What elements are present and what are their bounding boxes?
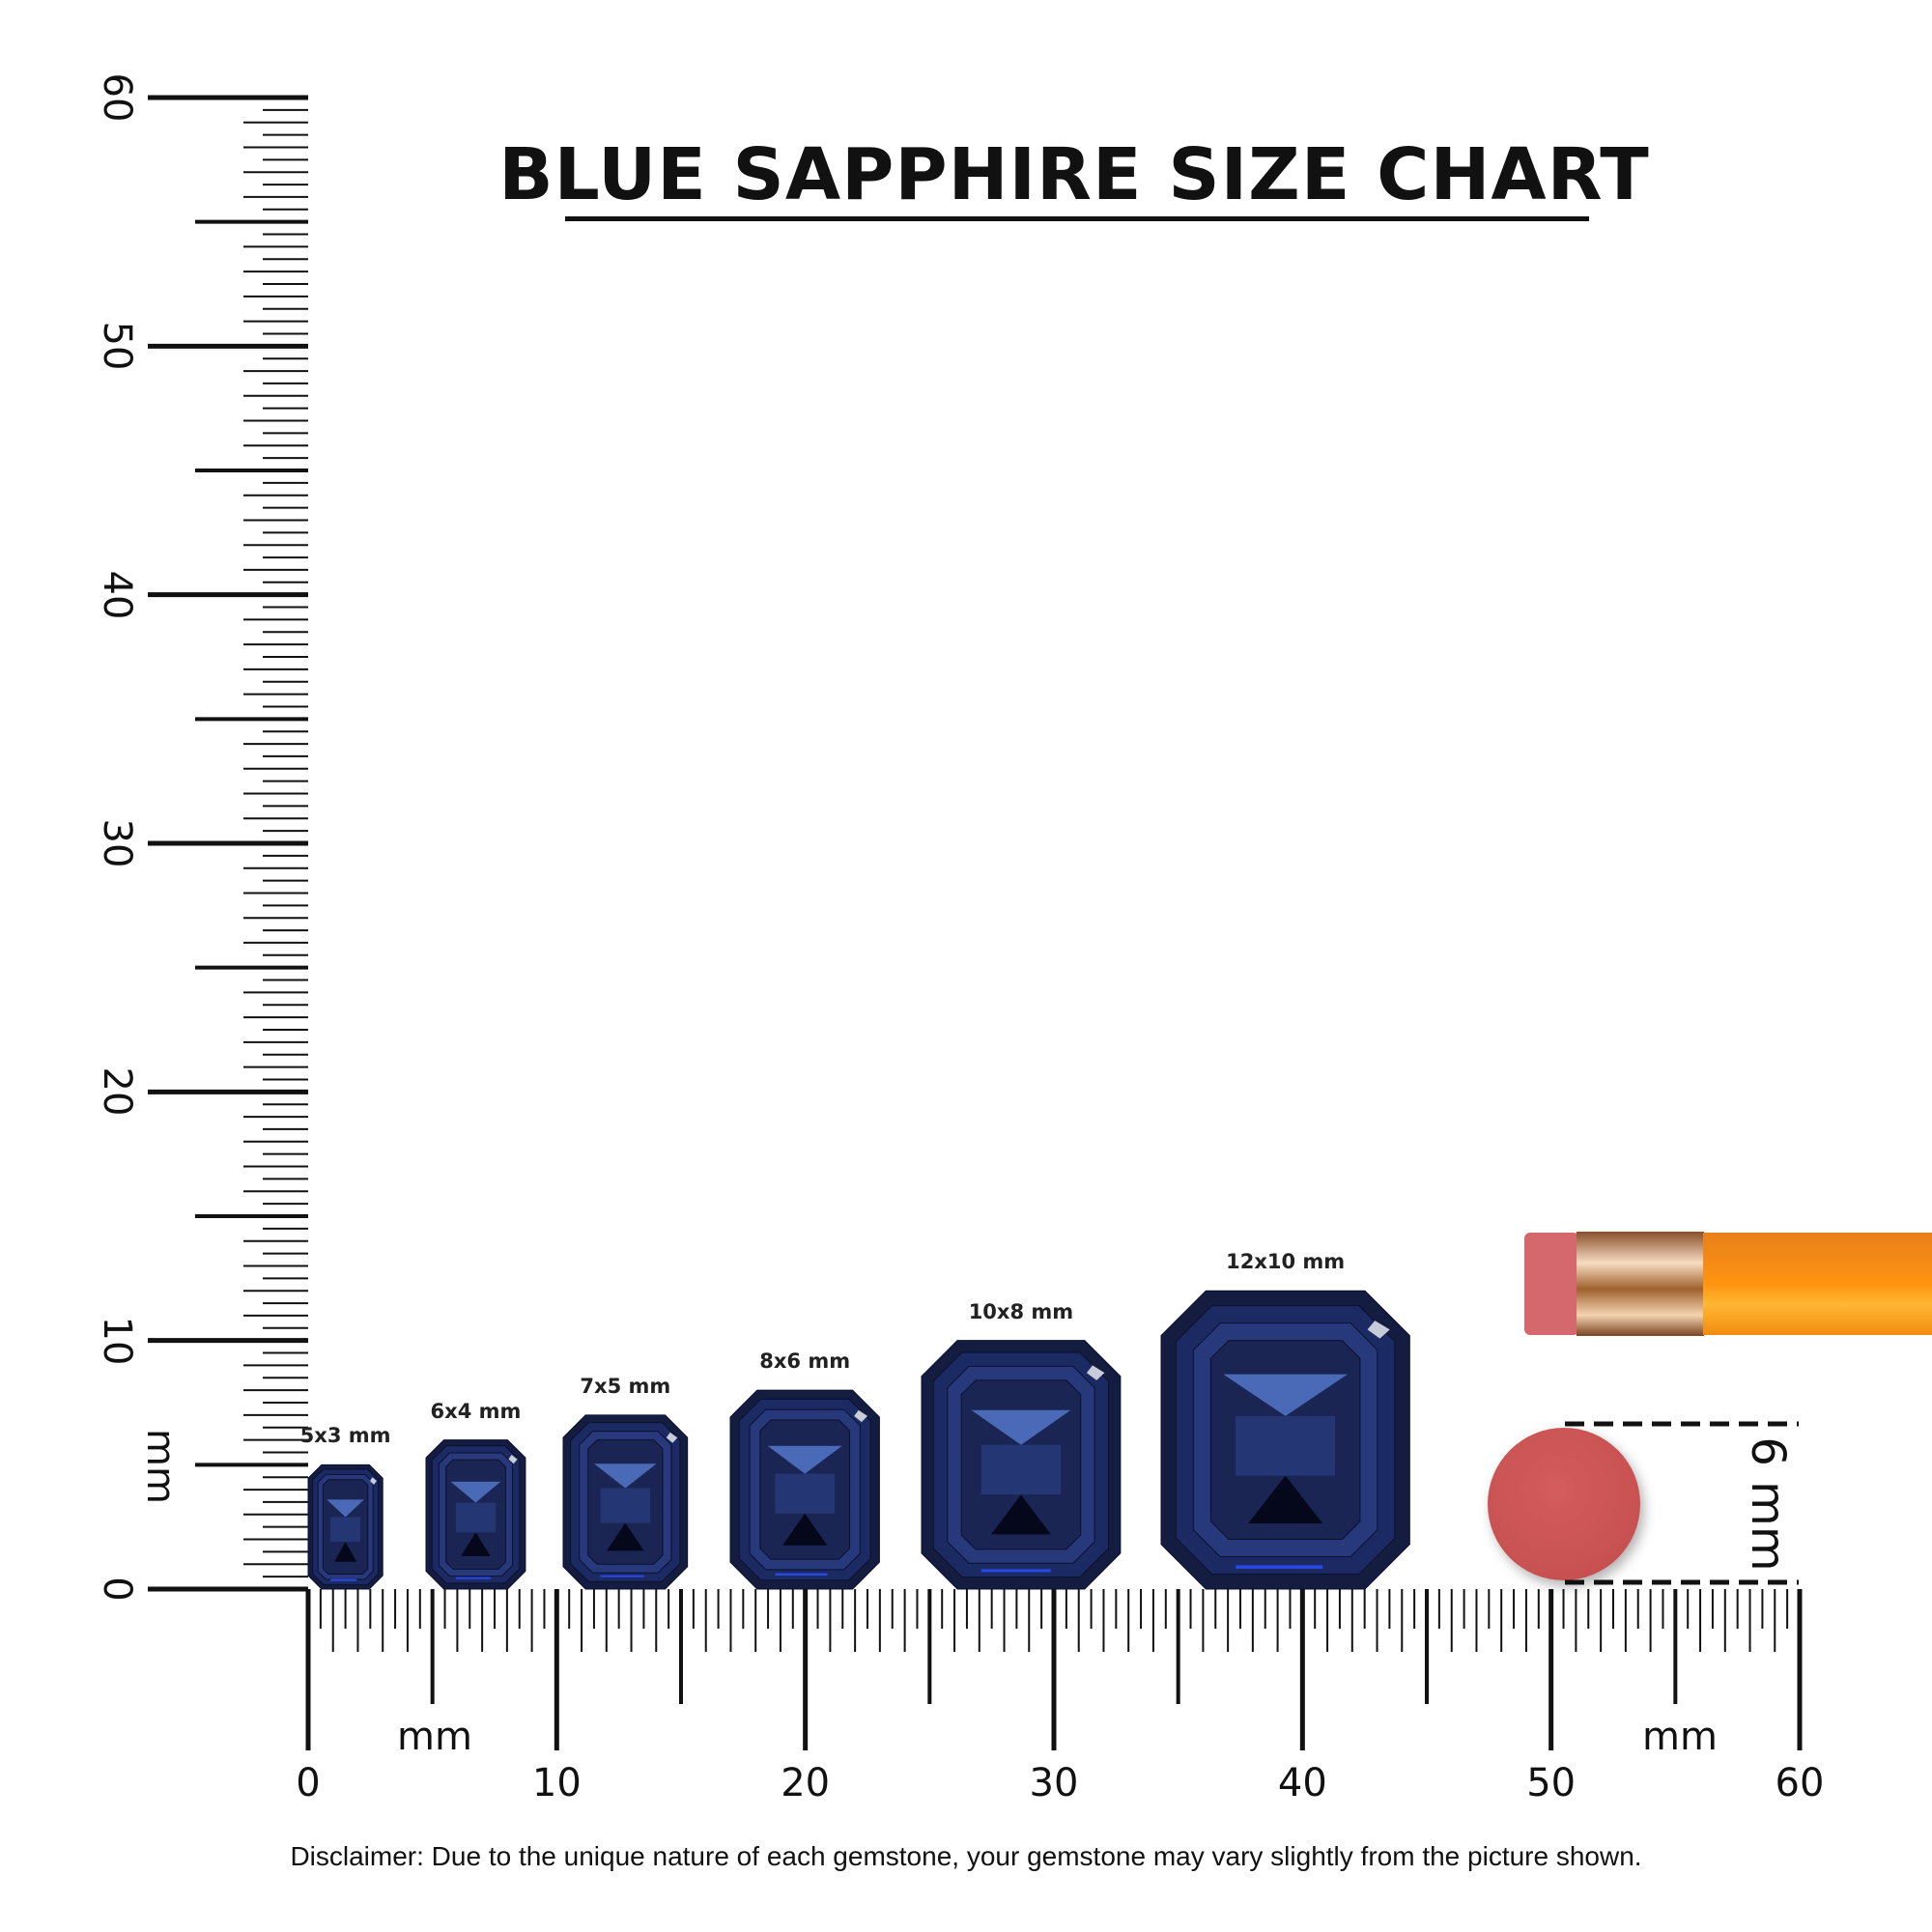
pencil-body: [1703, 1233, 1932, 1335]
page-title: BLUE SAPPHIRE SIZE CHART: [498, 133, 1650, 216]
vertical-tick-label: 0: [95, 1577, 139, 1602]
horizontal-tick-label: 0: [296, 1761, 321, 1805]
gem-size-label: 10x8 mm: [968, 1299, 1074, 1323]
gem-highlight: [1367, 1321, 1390, 1339]
gem-size-label: 12x10 mm: [1226, 1250, 1346, 1274]
vertical-tick-label: 20: [95, 1066, 139, 1117]
gem-size-label: 8x6 mm: [759, 1350, 851, 1374]
gem-size-label: 7x5 mm: [580, 1374, 671, 1398]
disclaimer: Disclaimer: Due to the unique nature of …: [290, 1841, 1642, 1871]
pencil-eraser: [1524, 1233, 1579, 1335]
gem-7x5mm: [562, 1414, 689, 1590]
gem-8x6mm: [729, 1389, 880, 1590]
gem-highlight: [666, 1432, 678, 1443]
vertical-tick-label: 10: [95, 1316, 139, 1366]
horizontal-tick-label: 50: [1526, 1761, 1577, 1805]
vertical-tick-label: 50: [95, 321, 139, 371]
vertical-tick-label: 40: [95, 570, 139, 620]
gem-size-label: 6x4 mm: [430, 1399, 522, 1423]
gem-10x8mm: [921, 1340, 1122, 1590]
vertical-tick-label: 30: [95, 818, 139, 868]
horizontal-tick-label: 60: [1775, 1761, 1825, 1805]
gem-highlight: [1086, 1365, 1105, 1380]
horizontal-tick-label: 20: [781, 1761, 831, 1805]
vertical-unit-label: mm: [138, 1429, 183, 1504]
horizontal-tick-label: 30: [1029, 1761, 1079, 1805]
gem-group: [307, 1290, 1410, 1590]
horizontal-tick-label: 40: [1277, 1761, 1327, 1805]
horizontal-ruler: [148, 1586, 1803, 1750]
title-underline: [565, 216, 1589, 221]
gem-12x10mm: [1160, 1290, 1410, 1590]
pencil-ferrule: [1577, 1232, 1704, 1336]
vertical-tick-label: 60: [95, 72, 139, 123]
gem-6x4mm: [425, 1439, 526, 1590]
gem-highlight: [370, 1477, 378, 1485]
eraser-size-label: 6 mm: [1741, 1436, 1795, 1572]
gem-highlight: [854, 1409, 868, 1423]
vertical-ruler: [148, 95, 308, 1592]
horizontal-unit-label: mm: [397, 1715, 472, 1759]
pencil: [1524, 1232, 1932, 1336]
six-mm-dimension: [1565, 1421, 1799, 1585]
gem-highlight: [508, 1455, 518, 1464]
horizontal-unit-label: mm: [1642, 1715, 1718, 1759]
eraser-circle: [1488, 1428, 1640, 1580]
gem-size-label: 5x3 mm: [299, 1424, 391, 1448]
gem-5x3mm: [307, 1463, 384, 1590]
horizontal-tick-label: 10: [531, 1761, 582, 1805]
